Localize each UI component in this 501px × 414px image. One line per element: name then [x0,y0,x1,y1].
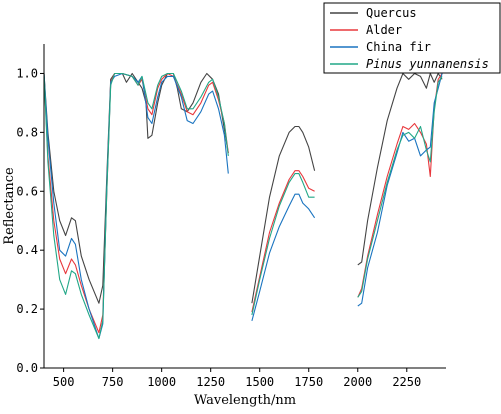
y-tick-label: 0.6 [16,184,38,198]
x-tick-label: 1500 [245,375,274,389]
legend-box [323,2,501,74]
x-tick-label: 2250 [392,375,421,389]
y-tick-label: 0.4 [16,243,38,257]
series-line-quercus-segment-3 [357,72,443,266]
series-line-quercus-segment-2 [251,125,316,304]
y-tick-label: 1.0 [16,66,38,80]
series-line-alder-segment-3 [357,73,443,298]
y-ticks: 0.0 0.2 0.4 0.6 0.8 1.0 [16,66,44,375]
x-tick-label: 2000 [343,375,372,389]
legend-entry-quercus: Quercus [330,6,417,20]
x-tick-label: 1750 [294,375,323,389]
legend-label-quercus: Quercus [366,6,417,20]
legend-entry-alder: Alder [330,23,402,37]
x-tick-label: 500 [53,375,75,389]
x-tick-label: 1250 [196,375,225,389]
series-lines [43,72,443,340]
y-tick-label: 0.0 [16,361,38,375]
y-tick-label: 0.2 [16,302,38,316]
series-line-pinus-yunnanensis-segment-1 [43,72,229,340]
legend-entry-china-fir: China fir [330,40,431,54]
legend: Quercus Alder China fir Pinus yunnanensi… [323,2,501,74]
x-tick-label: 1000 [147,375,176,389]
x-tick-label: 750 [102,375,124,389]
x-axis-title: Wavelength/nm [194,393,296,408]
series-line-pinus-yunnanensis-segment-2 [251,173,315,316]
series-line-china-fir-segment-1 [43,72,229,340]
series-line-alder-segment-2 [251,170,315,313]
series-line-china-fir-segment-3 [357,73,443,307]
series-line-quercus-segment-1 [43,72,229,304]
axes [43,44,446,369]
series-quercus [43,72,443,304]
legend-entry-pinus-yunnanensis: Pinus yunnanensis [330,57,489,71]
x-ticks: 500 750 1000 1250 1500 1750 2000 2250 [53,368,421,389]
series-china-fir [43,72,443,340]
series-line-pinus-yunnanensis-segment-3 [357,76,443,298]
series-pinus-yunnanensis [43,72,443,340]
y-axis-title: Reflectance [2,167,17,245]
series-line-china-fir-segment-2 [251,193,316,322]
legend-label-pinus-yunnanensis: Pinus yunnanensis [366,57,489,71]
legend-label-china-fir: China fir [366,40,431,54]
legend-label-alder: Alder [366,23,402,37]
y-tick-label: 0.8 [16,125,38,139]
